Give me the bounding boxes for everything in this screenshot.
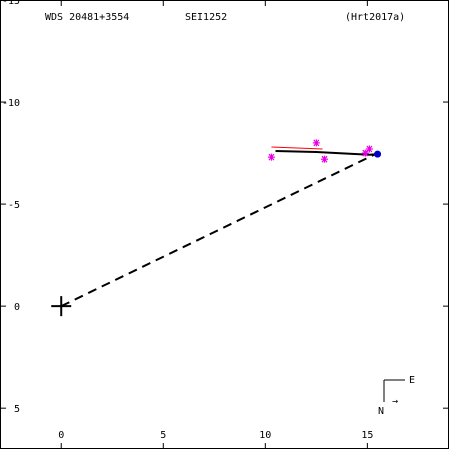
header-discoverer: SEI1252: [185, 12, 227, 23]
x-tick-label-2: 10: [259, 430, 271, 441]
header-reference: (Hrt2017a): [345, 12, 405, 23]
observation-point-4: [365, 145, 373, 153]
compass: E N →: [378, 375, 415, 417]
observation-point-2: [321, 155, 329, 163]
y-tick-label-4: -15: [2, 0, 20, 7]
observation-point-1: [312, 139, 320, 147]
y-tick-label-1: 0: [14, 302, 20, 313]
compass-east-label: E: [409, 375, 415, 386]
latest-position-dot: [374, 150, 382, 158]
compass-direction-arrow: →: [392, 396, 398, 407]
y-tick-label-3: -10: [2, 98, 20, 109]
residual-line-0: [271, 146, 323, 150]
compass-north-label: N: [378, 406, 384, 417]
x-tick-label-1: 5: [160, 430, 166, 441]
x-tick-label-3: 15: [361, 430, 373, 441]
data-marks: [51, 139, 382, 317]
observation-point-0: [267, 153, 275, 161]
tick-labels: 0 5 10 15 5 0 -5 -10 -15: [2, 0, 373, 441]
orbit-path: [275, 150, 378, 156]
x-tick-label-0: 0: [58, 430, 64, 441]
header-wds-id: WDS 20481+3554: [45, 12, 129, 23]
primary-companion-dashed-line: [60, 152, 379, 308]
y-tick-label-0: 5: [14, 404, 20, 415]
y-tick-label-2: -5: [8, 200, 20, 211]
